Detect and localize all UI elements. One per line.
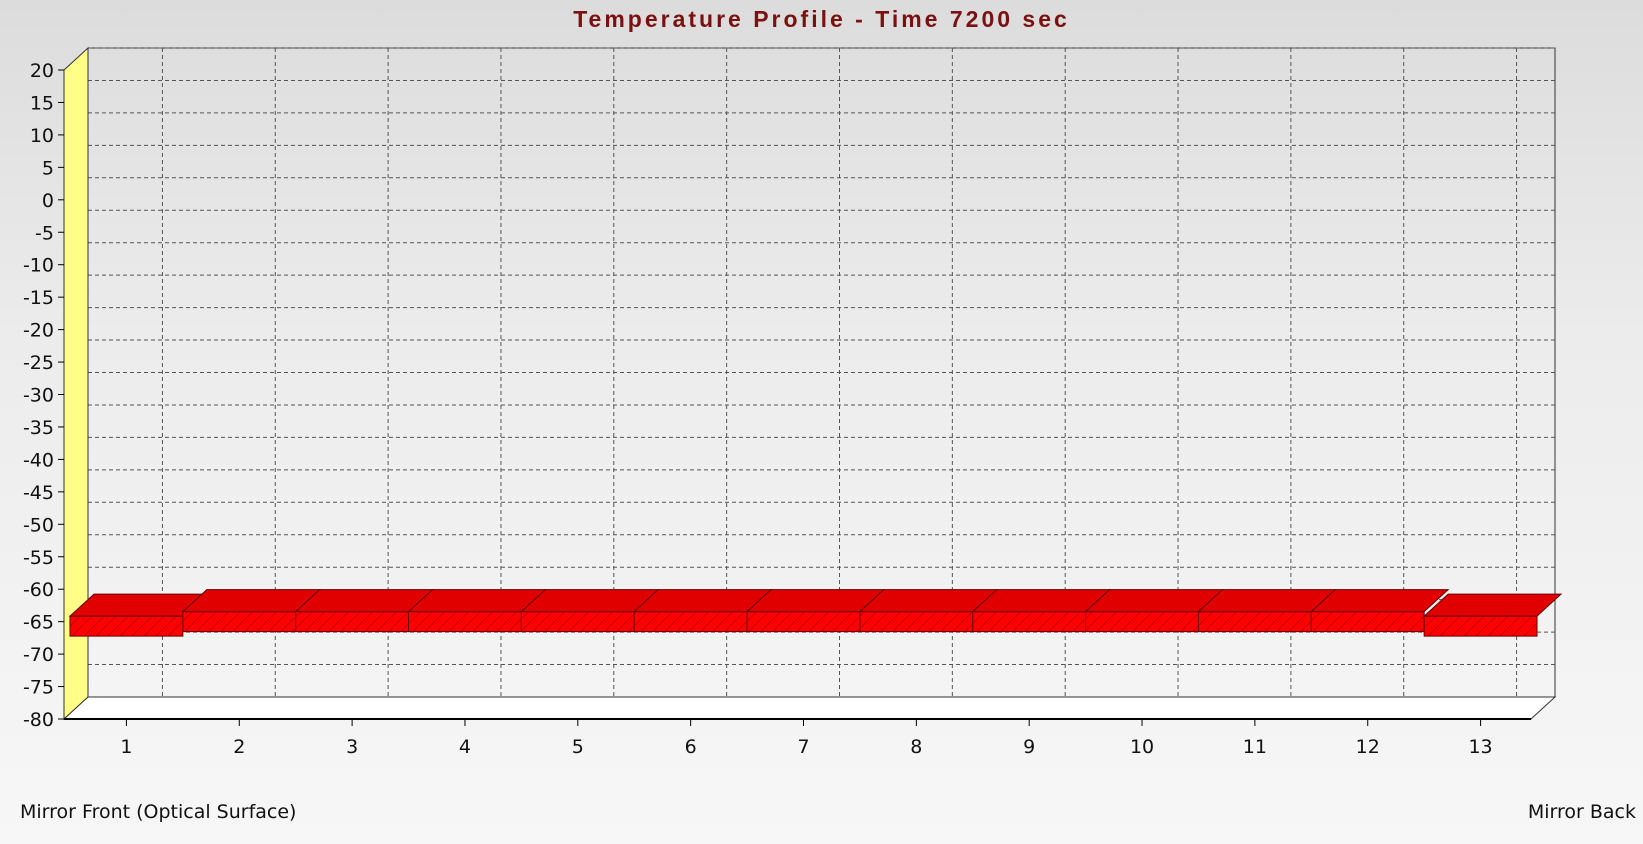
bar-series <box>68 589 1563 637</box>
bar-front-face <box>1310 611 1425 633</box>
y-tick-label: -65 <box>23 612 54 634</box>
x-tick-label: 4 <box>459 736 471 758</box>
bar <box>294 589 434 633</box>
y-tick-label: -75 <box>23 677 54 699</box>
y-tick-label: -80 <box>23 709 54 731</box>
y-tick-label: -50 <box>23 514 54 536</box>
bar-front-face <box>1423 615 1538 637</box>
y-tick-label: 15 <box>30 92 54 114</box>
bar <box>745 589 886 633</box>
x-tick-label: 8 <box>910 736 922 758</box>
y-tick-label: -60 <box>23 579 54 601</box>
y-tick-label: -10 <box>23 255 54 277</box>
grid-lines <box>88 47 1555 698</box>
x-tick-label: 11 <box>1243 736 1267 758</box>
x-edge-label-right: Mirror Back <box>1528 801 1636 823</box>
y-tick-label: -40 <box>23 449 54 471</box>
chart-title: Temperature Profile - Time 7200 sec <box>573 6 1070 32</box>
y-tick-label: -15 <box>23 287 54 309</box>
y-tick-label: -70 <box>23 644 54 666</box>
bar <box>971 589 1111 633</box>
bar-front-face <box>746 611 861 633</box>
bar-front-face <box>1197 611 1312 633</box>
bar <box>1310 589 1450 633</box>
x-tick-label: 10 <box>1130 736 1154 758</box>
y-axis: -80-75-70-65-60-55-50-45-40-35-30-25-20-… <box>23 60 64 731</box>
bar-front-face <box>859 611 974 633</box>
x-tick-label: 1 <box>120 736 132 758</box>
x-tick-label: 7 <box>797 736 809 758</box>
y-tick-label: 0 <box>42 190 54 212</box>
y-tick-label: -5 <box>35 222 54 244</box>
bar-front-face <box>972 611 1087 633</box>
x-tick-label: 6 <box>685 736 697 758</box>
y-tick-label: -30 <box>23 385 54 407</box>
y-tick-label: -20 <box>23 320 54 342</box>
y-tick-label: -55 <box>23 547 54 569</box>
bar-front-face <box>633 611 748 633</box>
bar <box>1422 593 1563 637</box>
y-tick-label: -45 <box>23 482 54 504</box>
x-tick-label: 5 <box>572 736 584 758</box>
y-tick-label: 20 <box>30 60 54 82</box>
bar-front-face <box>182 611 297 633</box>
bar <box>632 589 773 633</box>
x-edge-label-left: Mirror Front (Optical Surface) <box>20 801 296 823</box>
bar-top-face <box>1310 589 1450 613</box>
bar-front-face <box>408 611 522 633</box>
x-tick-label: 2 <box>233 736 245 758</box>
plot-floor <box>62 696 1557 720</box>
y-tick-label: 10 <box>30 125 54 147</box>
bar-top-face <box>1422 593 1563 617</box>
bar-front-face <box>520 611 635 633</box>
x-tick-label: 3 <box>346 736 358 758</box>
bar <box>1197 589 1337 633</box>
x-tick-label: 9 <box>1023 736 1035 758</box>
y-tick-label: -35 <box>23 417 54 439</box>
y-tick-label: 5 <box>42 157 54 179</box>
bar-front-face <box>69 615 184 637</box>
y-tick-label: -25 <box>23 352 54 374</box>
bar-front-face <box>1085 611 1199 633</box>
x-tick-label: 12 <box>1356 736 1380 758</box>
x-tick-label: 13 <box>1468 736 1492 758</box>
bar-front-face <box>295 611 410 633</box>
